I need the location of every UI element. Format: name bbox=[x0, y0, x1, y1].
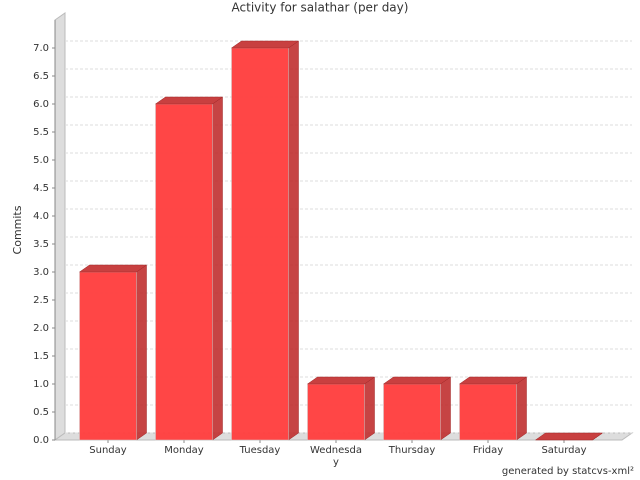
bar-side bbox=[212, 96, 223, 441]
x-tick-label: Monday bbox=[164, 445, 204, 456]
bar bbox=[231, 47, 289, 441]
y-axis-label: Commits bbox=[11, 205, 24, 254]
y-tick-label: 3.0 bbox=[33, 267, 49, 278]
y-tick-label: 0.5 bbox=[33, 407, 49, 418]
y-tick-label: 4.0 bbox=[33, 211, 49, 222]
bar-side bbox=[440, 376, 451, 441]
y-tick-label: 6.5 bbox=[33, 71, 49, 82]
y-tick-label: 1.0 bbox=[33, 379, 49, 390]
bar bbox=[79, 271, 137, 441]
bar-side bbox=[516, 376, 527, 441]
bar-side bbox=[364, 376, 375, 441]
bar-side bbox=[288, 40, 299, 441]
bar bbox=[383, 383, 441, 441]
x-tick-label: Wednesda y bbox=[310, 445, 362, 468]
y-tick-label: 6.0 bbox=[33, 99, 49, 110]
x-tick-label: Sunday bbox=[89, 445, 126, 456]
x-tick-label: Tuesday bbox=[239, 445, 281, 456]
bar-top bbox=[230, 40, 300, 49]
bar-top bbox=[78, 264, 148, 273]
bar-top bbox=[382, 376, 452, 385]
y-tick-label: 0.0 bbox=[33, 435, 49, 446]
footer: generated by statcvs-xml² bbox=[502, 466, 634, 477]
y-tick-label: 3.5 bbox=[33, 239, 49, 250]
bar-top bbox=[154, 96, 224, 105]
y-tick-label: 2.5 bbox=[33, 295, 49, 306]
chart-title: Activity for salathar (per day) bbox=[232, 1, 409, 15]
left-wall bbox=[54, 12, 66, 441]
y-tick-label: 1.5 bbox=[33, 351, 49, 362]
y-tick-label: 5.0 bbox=[33, 155, 49, 166]
bar-top bbox=[458, 376, 528, 385]
y-tick-label: 7.0 bbox=[33, 43, 49, 54]
bar-side bbox=[136, 264, 147, 441]
bar bbox=[459, 383, 517, 441]
x-tick-label: Friday bbox=[473, 445, 503, 456]
y-tick-label: 2.0 bbox=[33, 323, 49, 334]
bar-top bbox=[306, 376, 376, 385]
y-tick-label: 4.5 bbox=[33, 183, 49, 194]
bar-top bbox=[534, 432, 604, 441]
x-tick-label: Thursday bbox=[388, 445, 436, 456]
x-tick-label: Saturday bbox=[541, 445, 586, 456]
y-tick-label: 5.5 bbox=[33, 127, 49, 138]
bar bbox=[155, 103, 213, 441]
bar bbox=[307, 383, 365, 441]
